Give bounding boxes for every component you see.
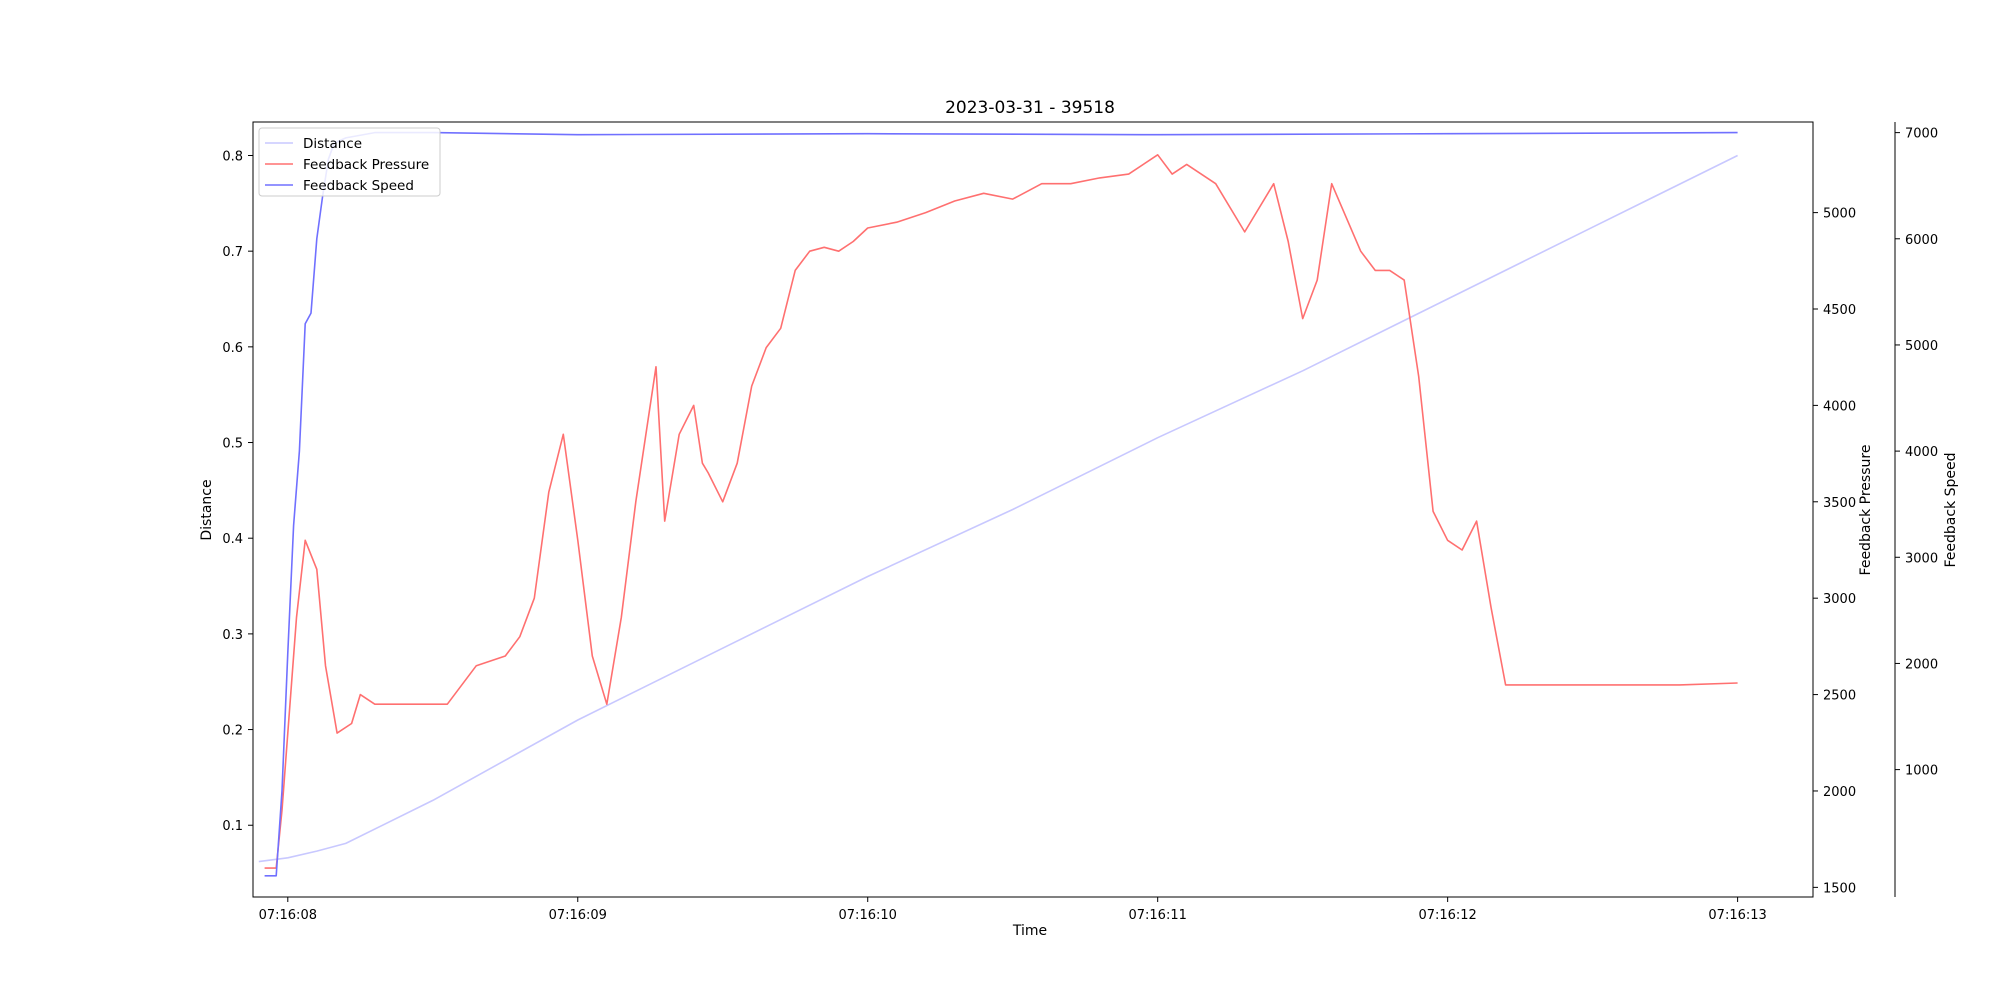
pressure-tick-label: 4500	[1823, 303, 1856, 318]
plot-area	[258, 131, 1738, 877]
chart-title: 2023-03-31 - 39518	[945, 98, 1115, 118]
x-tick-label: 07:16:10	[839, 908, 897, 923]
left-tick-label: 0.7	[222, 245, 243, 260]
speed-tick-label: 5000	[1905, 339, 1938, 354]
series-line-feedback-pressure	[264, 154, 1738, 869]
right-axis-speed-label: Feedback Speed	[1943, 452, 1959, 567]
x-axis-label: Time	[1012, 923, 1047, 939]
legend: Distance Feedback Pressure Feedback Speed	[258, 127, 441, 197]
series-line-distance	[258, 154, 1738, 863]
plot-frame	[252, 121, 1814, 898]
pressure-tick-label: 4000	[1823, 399, 1856, 414]
pressure-tick-label: 3000	[1823, 592, 1856, 607]
x-tick-label: 07:16:12	[1418, 908, 1476, 923]
axes: 07:16:08 07:16:09 07:16:10 07:16:11 07:16:12…	[222, 121, 1938, 923]
left-tick-label: 0.6	[222, 341, 243, 356]
left-tick-label: 0.1	[222, 819, 243, 834]
speed-tick-label: 7000	[1905, 127, 1938, 142]
right-axis-pressure-label: Feedback Pressure	[1858, 445, 1874, 576]
legend-label-distance: Distance	[303, 136, 362, 152]
left-axis-label: Distance	[199, 479, 215, 540]
x-tick-label: 07:16:13	[1708, 908, 1766, 923]
speed-tick-label: 2000	[1905, 657, 1938, 672]
pressure-tick-label: 3500	[1823, 496, 1856, 511]
series-line-feedback-speed	[264, 131, 1738, 877]
left-tick-label: 0.8	[222, 149, 243, 164]
x-tick-label: 07:16:09	[549, 908, 607, 923]
pressure-tick-label: 2500	[1823, 689, 1856, 704]
speed-tick-label: 1000	[1905, 764, 1938, 779]
left-tick-label: 0.2	[222, 724, 243, 739]
legend-label-feedback-speed: Feedback Speed	[303, 178, 414, 194]
legend-box	[258, 127, 441, 197]
speed-tick-label: 3000	[1905, 551, 1938, 566]
left-tick-label: 0.4	[222, 532, 243, 547]
pressure-tick-label: 2000	[1823, 785, 1856, 800]
legend-label-feedback-pressure: Feedback Pressure	[303, 157, 429, 173]
speed-tick-label: 4000	[1905, 445, 1938, 460]
left-tick-label: 0.5	[222, 437, 243, 452]
left-tick-label: 0.3	[222, 628, 243, 643]
x-tick-label: 07:16:11	[1128, 908, 1186, 923]
pressure-tick-label: 1500	[1823, 881, 1856, 896]
speed-tick-label: 6000	[1905, 233, 1938, 248]
x-tick-label: 07:16:08	[259, 908, 317, 923]
pressure-tick-label: 5000	[1823, 207, 1856, 222]
